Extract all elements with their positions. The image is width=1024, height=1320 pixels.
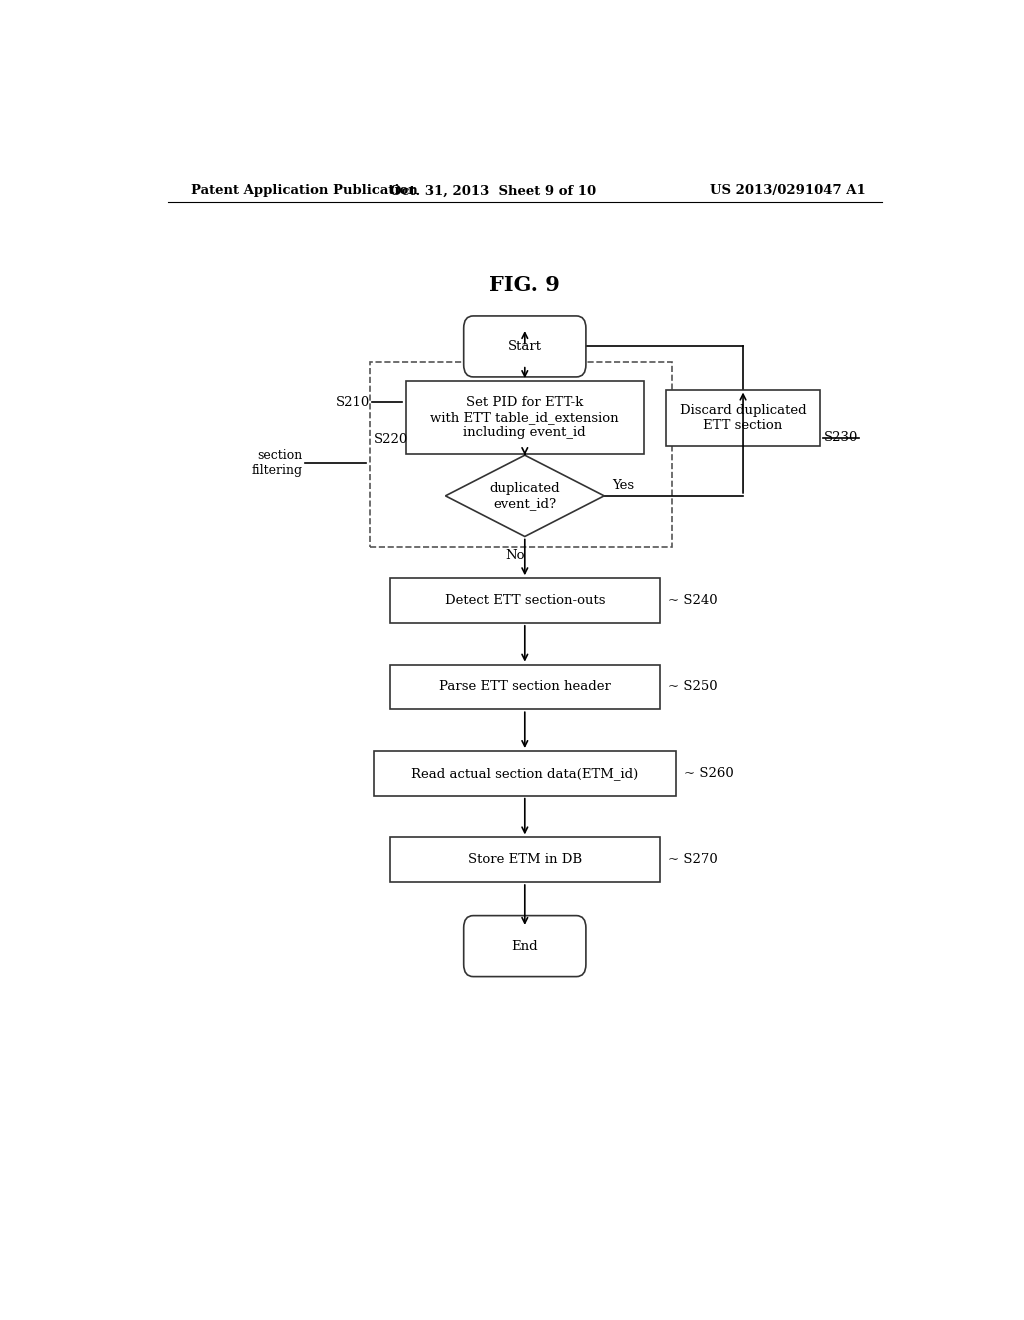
FancyBboxPatch shape (390, 578, 659, 623)
FancyBboxPatch shape (666, 389, 820, 446)
Text: Oct. 31, 2013  Sheet 9 of 10: Oct. 31, 2013 Sheet 9 of 10 (390, 185, 596, 198)
FancyBboxPatch shape (464, 916, 586, 977)
FancyBboxPatch shape (390, 837, 659, 882)
Text: Detect ETT section-outs: Detect ETT section-outs (444, 594, 605, 607)
Text: Start: Start (508, 341, 542, 352)
Text: FIG. 9: FIG. 9 (489, 276, 560, 296)
Text: ~ S240: ~ S240 (668, 594, 717, 607)
Text: ~ S260: ~ S260 (684, 767, 733, 780)
Text: Parse ETT section header: Parse ETT section header (439, 680, 610, 693)
Polygon shape (445, 455, 604, 536)
Text: Patent Application Publication: Patent Application Publication (191, 185, 418, 198)
Text: US 2013/0291047 A1: US 2013/0291047 A1 (711, 185, 866, 198)
FancyBboxPatch shape (390, 664, 659, 709)
FancyBboxPatch shape (464, 315, 586, 378)
Text: S210: S210 (336, 396, 370, 409)
Text: ~ S270: ~ S270 (668, 853, 718, 866)
Text: Set PID for ETT-k
with ETT table_id_extension
including event_id: Set PID for ETT-k with ETT table_id_exte… (430, 396, 620, 440)
Text: End: End (511, 940, 539, 953)
FancyBboxPatch shape (374, 751, 676, 796)
Text: Yes: Yes (612, 479, 634, 492)
Text: S220: S220 (374, 433, 409, 446)
Text: Store ETM in DB: Store ETM in DB (468, 853, 582, 866)
Text: Discard duplicated
ETT section: Discard duplicated ETT section (680, 404, 806, 432)
FancyBboxPatch shape (406, 381, 644, 454)
Text: ~ S250: ~ S250 (668, 680, 717, 693)
Text: Read actual section data(ETM_id): Read actual section data(ETM_id) (412, 767, 638, 780)
Text: S230: S230 (824, 432, 858, 445)
Text: duplicated
event_id?: duplicated event_id? (489, 482, 560, 510)
Text: No: No (506, 549, 525, 562)
Text: section
filtering: section filtering (252, 449, 303, 478)
Bar (370, 362, 672, 546)
